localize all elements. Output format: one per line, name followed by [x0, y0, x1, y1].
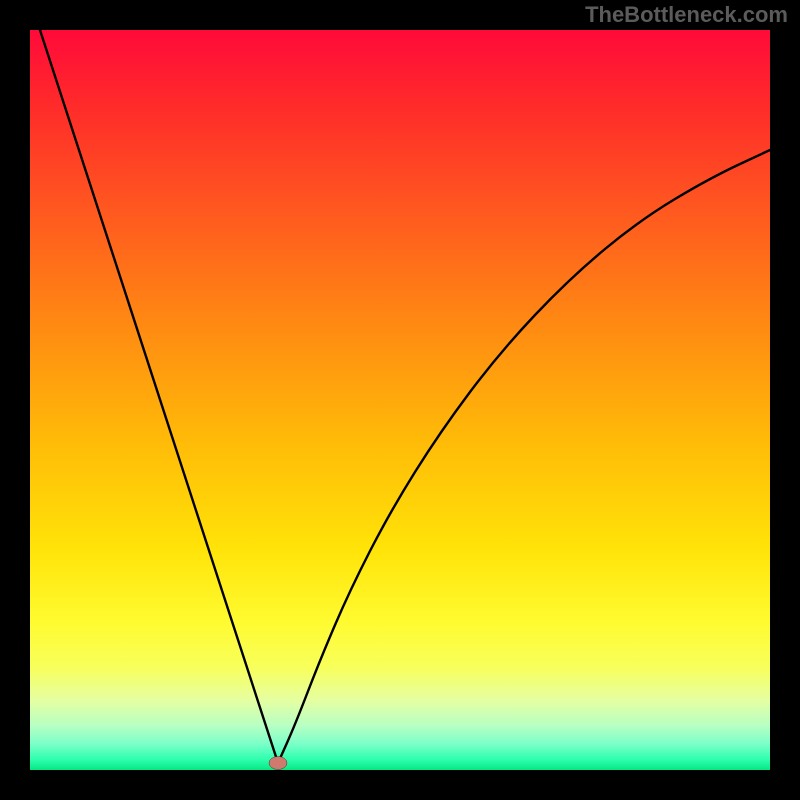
curve-svg: [30, 30, 770, 770]
gradient-background: [30, 30, 770, 770]
plot-area: [30, 30, 770, 770]
watermark-text: TheBottleneck.com: [585, 2, 788, 28]
chart-container: TheBottleneck.com: [0, 0, 800, 800]
optimal-point-marker: [269, 757, 287, 770]
